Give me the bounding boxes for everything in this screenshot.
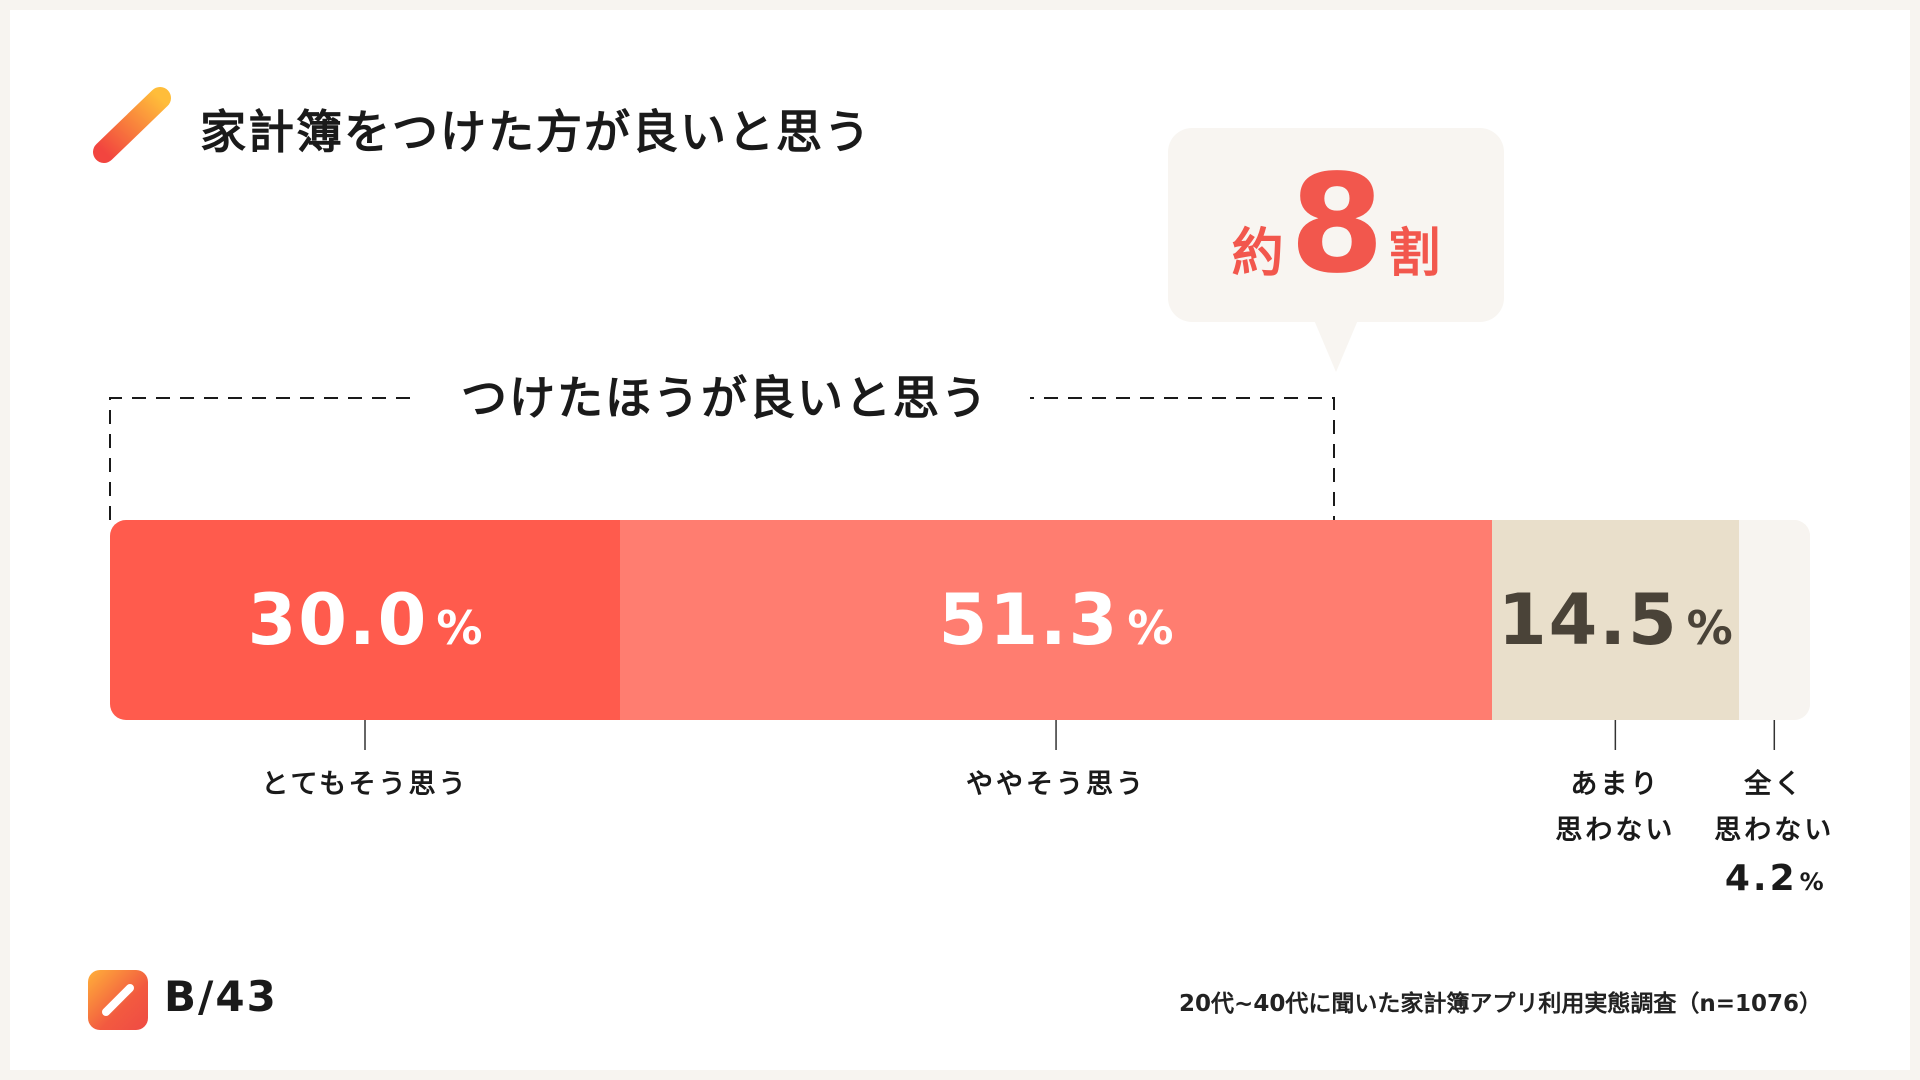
category-label-4: 全く 思わない bbox=[1654, 762, 1894, 854]
bar-value-label-4: 4.2% bbox=[1694, 858, 1854, 899]
bar-value-number: 4.2 bbox=[1724, 858, 1798, 899]
category-label-2: ややそう思う bbox=[936, 762, 1176, 808]
category-label-line: 思わない bbox=[1714, 815, 1835, 846]
bar-value-number: 51.3 bbox=[938, 579, 1120, 661]
bar-value-unit: % bbox=[1127, 601, 1174, 655]
category-label-line: あまり bbox=[1570, 769, 1661, 800]
stacked-bar: 30.0% 51.3% 14.5% bbox=[110, 520, 1810, 720]
callout-prefix: 約 bbox=[1231, 224, 1284, 284]
bar-value-unit: % bbox=[1799, 868, 1824, 896]
category-label-line: ややそう思う bbox=[966, 769, 1147, 800]
callout-bubble: 約8 割 bbox=[1168, 128, 1504, 322]
category-label-1: とてもそう思う bbox=[245, 762, 485, 808]
category-label-line: 全く bbox=[1744, 769, 1805, 800]
bar-segment-2 bbox=[620, 520, 1493, 720]
page-title: 家計簿をつけた方が良いと思う bbox=[200, 105, 872, 159]
bar-value-unit: % bbox=[1686, 601, 1733, 655]
bar-segment-4 bbox=[1738, 520, 1810, 720]
bar-value-label-1: 30.0% bbox=[110, 520, 620, 720]
callout-number: 8 bbox=[1289, 146, 1385, 304]
pencil-icon bbox=[93, 87, 171, 163]
source-footnote: 20代~40代に聞いた家計簿アプリ利用実態調査（n=1076） bbox=[1179, 991, 1822, 1017]
bar-value-number: 14.5 bbox=[1497, 579, 1679, 661]
bar-value-unit: % bbox=[436, 601, 483, 655]
bar-segment-3 bbox=[1492, 520, 1739, 720]
brand-logo-icon bbox=[88, 970, 148, 1030]
brand-name: B/43 bbox=[164, 972, 278, 1021]
bar-value-label-3: 14.5% bbox=[1492, 520, 1739, 720]
bar-value-number: 30.0 bbox=[247, 579, 429, 661]
category-label-line: 思わない bbox=[1555, 815, 1676, 846]
callout-suffix: 割 bbox=[1388, 224, 1441, 284]
category-label-3: あまり 思わない bbox=[1495, 762, 1735, 854]
category-label-line: とてもそう思う bbox=[261, 769, 469, 800]
callout-tail bbox=[1314, 320, 1358, 372]
bar-segment-1 bbox=[110, 520, 620, 720]
bracket-label: つけたほうが良いと思う bbox=[420, 362, 1030, 428]
bar-value-label-2: 51.3% bbox=[620, 520, 1492, 720]
